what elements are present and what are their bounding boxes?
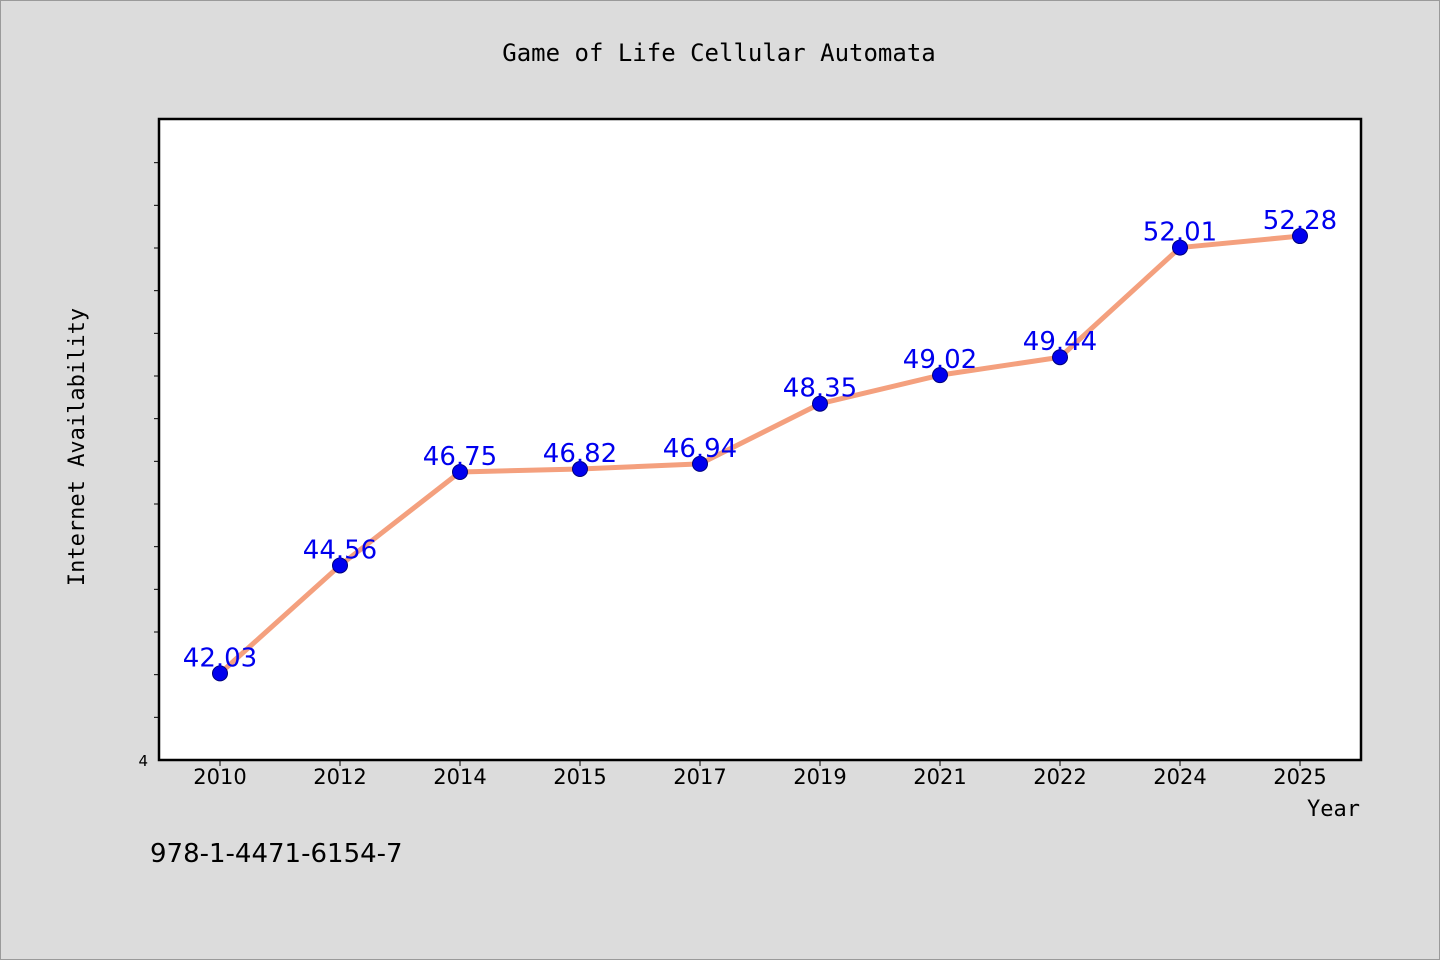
data-point	[572, 461, 588, 478]
y-axis-label: Internet Availability	[65, 308, 90, 586]
x-axis-ticks	[219, 760, 1301, 766]
data-label: 46.82	[543, 439, 617, 469]
data-label: 49.44	[1023, 327, 1097, 357]
x-tick-label: 2014	[433, 765, 486, 789]
data-label: 44.56	[303, 535, 377, 565]
data-label: 48.35	[783, 374, 857, 404]
x-tick-labels: 2010 2012 2014 2015 2017 2019 2021 2022 2024 2025	[193, 765, 1326, 789]
footer-identifier: 978-1-4471-6154-7	[150, 839, 403, 869]
data-point	[812, 395, 828, 412]
data-label: 49.02	[903, 345, 977, 375]
x-tick-label: 2024	[1153, 765, 1206, 789]
data-label: 46.94	[663, 434, 737, 464]
data-point	[212, 665, 228, 682]
data-point	[1292, 228, 1308, 245]
x-tick-label: 2015	[553, 765, 606, 789]
data-labels: 42.03 44.56 46.75 46.82 46.94 48.35 49.02 49.44…	[183, 206, 1337, 673]
data-label: 52.28	[1263, 206, 1337, 236]
x-axis-label: Year	[1307, 797, 1360, 822]
data-point	[332, 557, 348, 574]
x-tick-label: 2025	[1273, 765, 1326, 789]
data-points	[212, 228, 1308, 682]
data-point	[452, 464, 468, 480]
data-point	[1052, 349, 1068, 366]
data-label: 42.03	[183, 643, 257, 673]
x-tick-label: 2012	[313, 765, 366, 789]
y-tick-label: 4	[138, 752, 148, 770]
y-axis-ticks	[154, 162, 160, 718]
data-point	[1172, 239, 1188, 256]
x-tick-label: 2017	[673, 765, 726, 789]
data-point	[692, 455, 708, 472]
data-label: 46.75	[423, 442, 497, 472]
data-point	[932, 367, 948, 384]
x-tick-label: 2010	[193, 765, 246, 789]
x-tick-label: 2021	[913, 765, 966, 789]
chart-title: Game of Life Cellular Automata	[502, 39, 935, 67]
series-line-group	[217, 233, 1303, 676]
series-line	[217, 233, 1303, 676]
x-tick-label: 2022	[1033, 765, 1086, 789]
plot-area	[157, 117, 1363, 762]
data-label: 52.01	[1143, 218, 1217, 248]
x-tick-label: 2019	[793, 765, 846, 789]
